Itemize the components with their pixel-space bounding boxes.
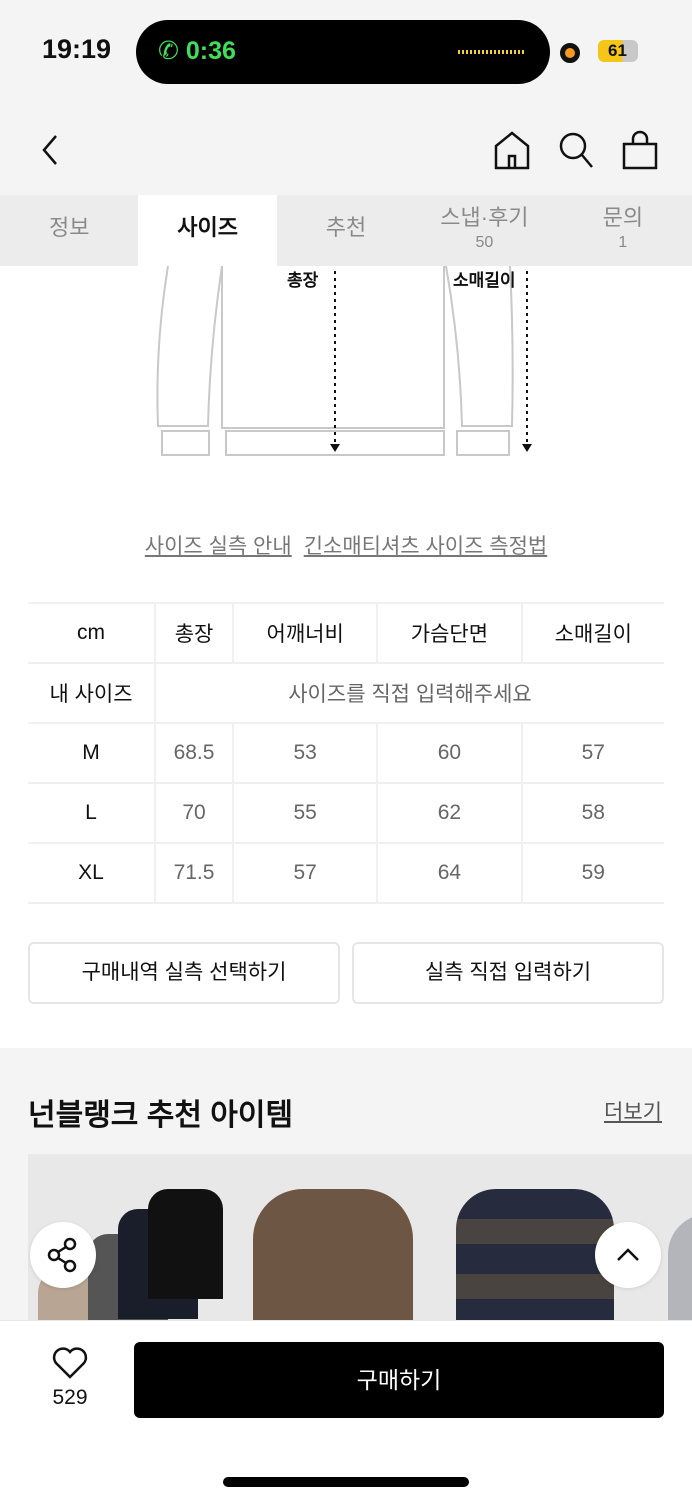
tab-count: 1 — [618, 234, 628, 251]
size-guide-link[interactable]: 사이즈 실측 안내 — [144, 535, 292, 558]
recommend-carousel[interactable] — [28, 1154, 692, 1324]
shopping-bag-icon[interactable] — [620, 130, 660, 170]
header-cell: 어깨너비 — [233, 602, 379, 664]
value-cell: 55 — [233, 782, 379, 844]
value-cell: 57 — [521, 722, 664, 784]
my-size-input[interactable]: 사이즈를 직접 입력해주세요 — [155, 662, 664, 724]
manual-input-button[interactable]: 실측 직접 입력하기 — [352, 942, 664, 1004]
size-table: cm 총장 어깨너비 가슴단면 소매길이 내 사이즈 사이즈를 직접 입력해주세… — [28, 602, 664, 904]
tab-label: 문의 — [602, 205, 644, 230]
phone-icon: ✆ — [158, 37, 186, 65]
product-image — [148, 1189, 223, 1299]
header-cell: 총장 — [155, 602, 235, 664]
value-cell: 71.5 — [155, 842, 235, 904]
size-cell: M — [28, 722, 156, 784]
home-icon[interactable] — [492, 130, 532, 170]
table-row: L 70 55 62 58 — [28, 782, 664, 844]
tab-label: 사이즈 — [177, 215, 238, 240]
value-cell: 60 — [377, 722, 523, 784]
heart-icon[interactable] — [52, 1346, 88, 1380]
value-cell: 70 — [155, 782, 235, 844]
size-cell: XL — [28, 842, 156, 904]
scroll-top-icon[interactable] — [595, 1222, 661, 1288]
value-cell: 68.5 — [155, 722, 235, 784]
header-cell: cm — [28, 602, 156, 664]
tab-count: 50 — [475, 234, 494, 251]
buy-button[interactable]: 구매하기 — [134, 1342, 664, 1418]
recording-indicator-icon — [560, 43, 580, 63]
table-row: XL 71.5 57 64 59 — [28, 842, 664, 904]
my-size-label: 내 사이즈 — [28, 662, 156, 724]
tab-bar: 정보 사이즈 추천 스냅·후기 50 문의 1 — [0, 195, 692, 266]
share-icon[interactable] — [30, 1222, 96, 1288]
size-cell: L — [28, 782, 156, 844]
tab-label: 정보 — [48, 215, 90, 240]
like-count: 529 — [52, 1386, 88, 1409]
measure-method-link[interactable]: 긴소매티셔츠 사이즈 측정법 — [303, 535, 548, 558]
product-image[interactable] — [456, 1189, 614, 1324]
home-indicator[interactable] — [223, 1477, 469, 1487]
tab-size[interactable]: 사이즈 — [138, 195, 277, 266]
tab-recommend[interactable]: 추천 — [277, 195, 415, 266]
clock: 19:19 — [42, 34, 112, 64]
battery-icon: 61 — [598, 40, 638, 62]
dynamic-island-call[interactable]: ✆ 0:36 — [136, 20, 550, 84]
value-cell: 53 — [233, 722, 379, 784]
tab-inquiry[interactable]: 문의 1 — [554, 195, 692, 266]
back-icon[interactable] — [32, 130, 72, 170]
tab-info[interactable]: 정보 — [0, 195, 138, 266]
tab-reviews[interactable]: 스냅·후기 50 — [415, 195, 553, 266]
value-cell: 58 — [521, 782, 664, 844]
value-cell: 57 — [233, 842, 379, 904]
search-icon[interactable] — [556, 130, 596, 170]
more-link[interactable]: 더보기 — [604, 1101, 662, 1124]
audio-wave-icon — [458, 50, 526, 54]
header-cell: 소매길이 — [521, 602, 664, 664]
header-cell: 가슴단면 — [377, 602, 523, 664]
size-diagram: 총장 소매길이 — [156, 266, 532, 456]
recommend-title: 넌블랭크 추천 아이템 — [28, 1099, 294, 1132]
sleeve-label: 소매길이 — [453, 271, 516, 290]
value-cell: 59 — [521, 842, 664, 904]
value-cell: 62 — [377, 782, 523, 844]
product-image[interactable] — [253, 1189, 413, 1324]
my-size-row: 내 사이즈 사이즈를 직접 입력해주세요 — [28, 662, 664, 724]
call-timer: 0:36 — [185, 37, 236, 65]
tab-label: 추천 — [325, 215, 367, 240]
table-header-row: cm 총장 어깨너비 가슴단면 소매길이 — [28, 602, 664, 664]
length-label: 총장 — [287, 271, 319, 290]
product-image[interactable] — [668, 1214, 692, 1324]
value-cell: 64 — [377, 842, 523, 904]
table-row: M 68.5 53 60 57 — [28, 722, 664, 784]
tab-label: 스냅·후기 — [440, 205, 529, 230]
select-purchase-history-button[interactable]: 구매내역 실측 선택하기 — [28, 942, 340, 1004]
